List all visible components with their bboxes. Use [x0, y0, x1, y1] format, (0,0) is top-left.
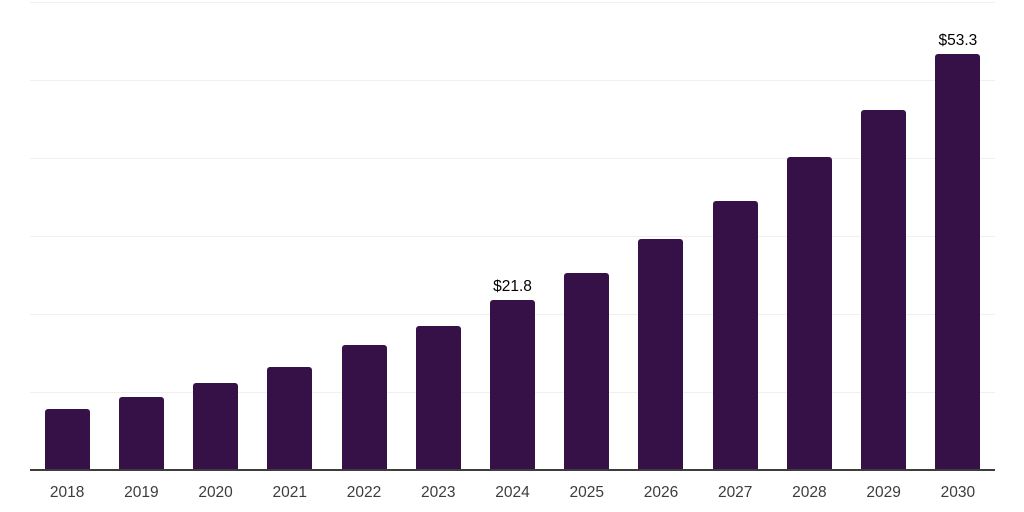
x-tick-2029: 2029	[866, 484, 901, 501]
x-tick-2025: 2025	[569, 484, 604, 501]
gridline-60	[30, 2, 995, 3]
bar-2025	[564, 272, 610, 470]
bar-2029	[861, 109, 907, 470]
x-tick-2019: 2019	[124, 484, 159, 501]
x-tick-2030: 2030	[940, 484, 976, 501]
x-tick-2026: 2026	[643, 484, 679, 501]
bar-2027	[712, 200, 758, 470]
gridline-40	[30, 158, 995, 159]
bar-2022	[341, 345, 387, 470]
gridline-50	[30, 80, 995, 81]
bar-2028	[786, 157, 832, 470]
bar-2024	[490, 299, 535, 470]
gridline-30	[30, 236, 995, 237]
x-tick-2028: 2028	[792, 484, 827, 501]
x-axis-line	[30, 469, 995, 471]
x-tick-2020: 2020	[198, 484, 233, 501]
bar-2019	[118, 397, 164, 470]
bar-2023	[415, 326, 461, 470]
x-tick-2024: 2024	[495, 484, 530, 501]
data-label-2024: $21.8	[493, 277, 532, 295]
data-label-2030: $53.3	[938, 32, 978, 50]
bar-2020	[193, 382, 239, 470]
bar-2018	[44, 409, 90, 470]
x-tick-2022: 2022	[346, 484, 382, 501]
bar-2030	[935, 54, 981, 470]
x-tick-2018: 2018	[49, 484, 85, 501]
bar-2021	[267, 367, 313, 470]
x-tick-2021: 2021	[272, 484, 308, 501]
bar-2026	[638, 239, 684, 470]
x-tick-2027: 2027	[717, 484, 753, 501]
x-tick-2023: 2023	[421, 484, 456, 501]
